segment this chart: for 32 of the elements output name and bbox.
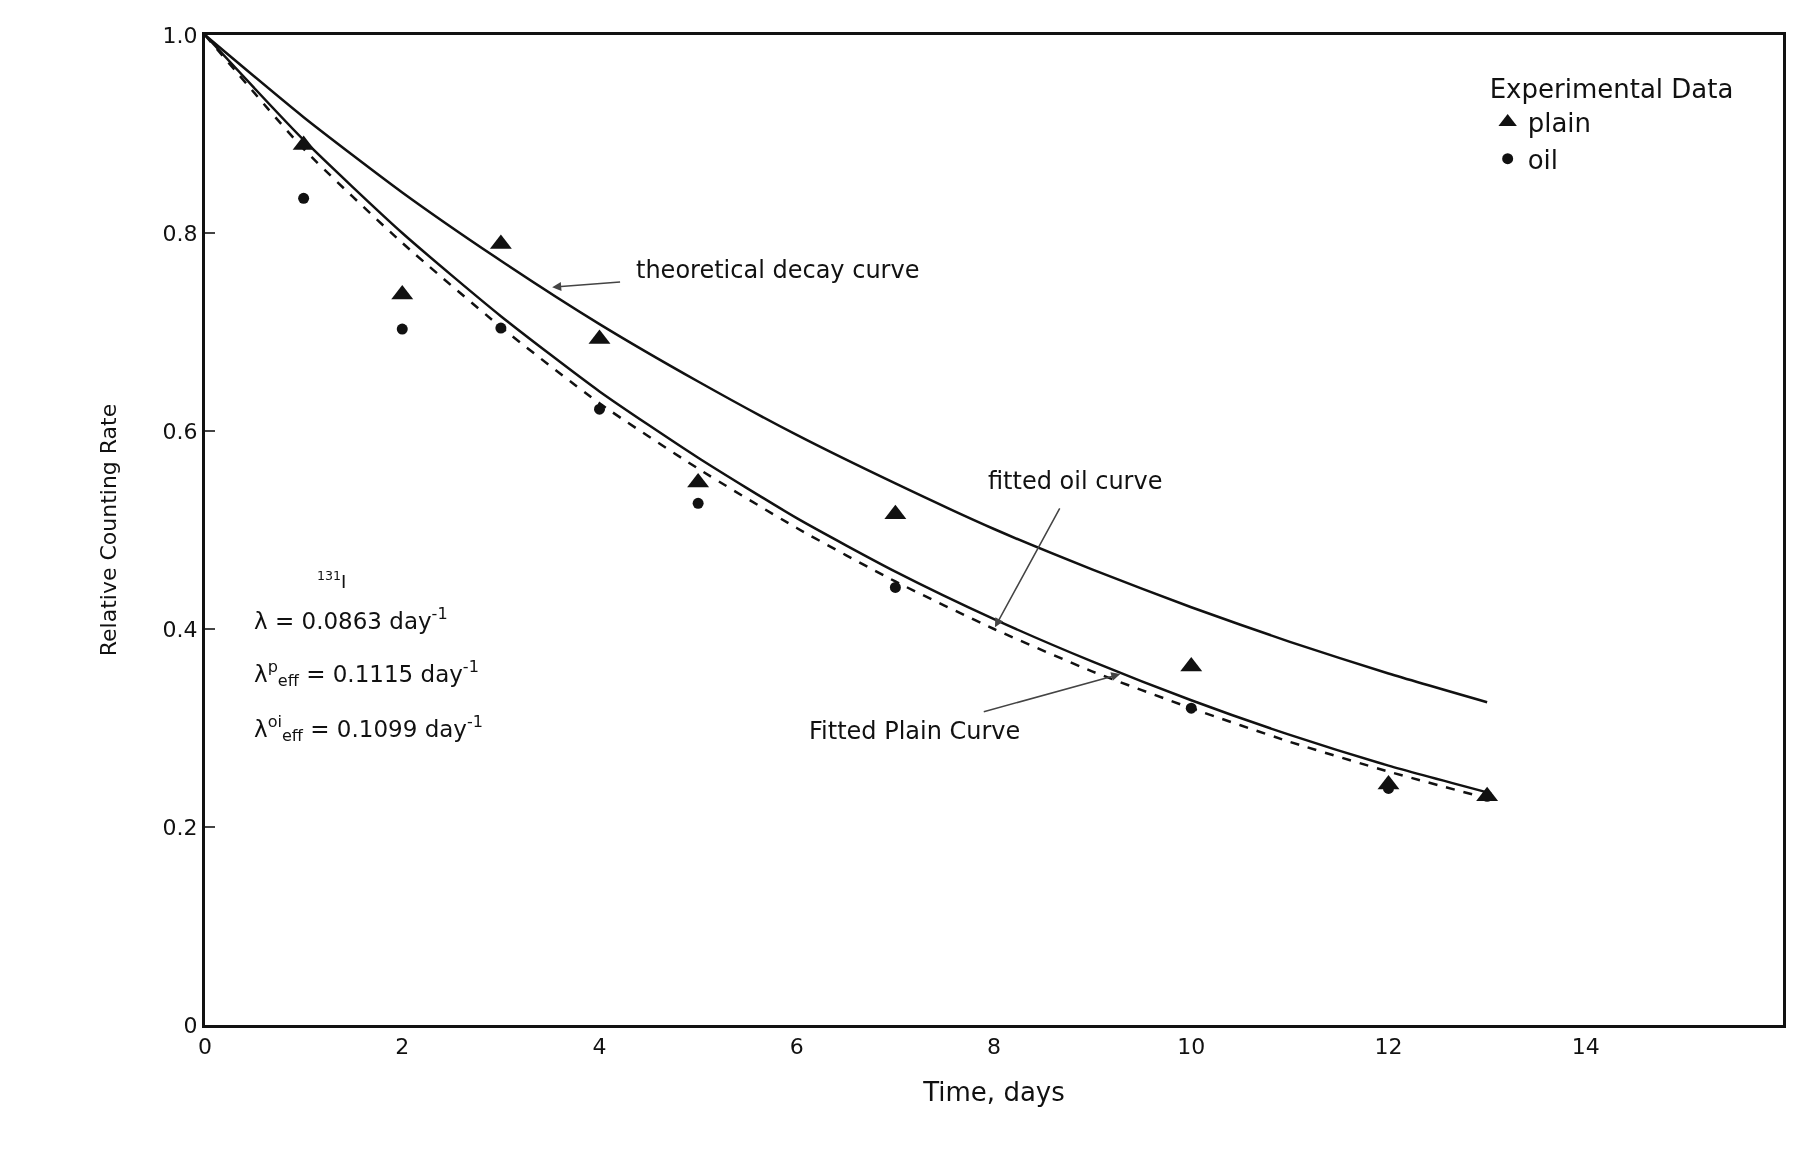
annotation: λ = 0.0863 day$^{-1}$ bbox=[254, 604, 448, 634]
point bbox=[594, 403, 605, 415]
point bbox=[298, 192, 310, 204]
point bbox=[1185, 702, 1197, 714]
legend-label: oil bbox=[1527, 144, 1559, 175]
y-tick-label: 1.0 bbox=[162, 22, 198, 48]
x-tick-label: 6 bbox=[789, 1034, 804, 1060]
annotation: λ$^{p}$$_{eff}$ = 0.1115 day$^{-1}$ bbox=[254, 657, 479, 691]
x-tick-label: 12 bbox=[1374, 1034, 1403, 1060]
x-tick-label: 14 bbox=[1571, 1034, 1600, 1060]
point bbox=[692, 497, 704, 509]
annotation: fitted oil curve bbox=[988, 467, 1163, 495]
y-tick-label: 0.6 bbox=[162, 418, 198, 444]
y-tick-label: 0.8 bbox=[162, 220, 198, 246]
x-tick-label: 10 bbox=[1177, 1034, 1206, 1060]
legend-title: Experimental Data bbox=[1489, 74, 1734, 105]
legend-label: plain bbox=[1527, 108, 1592, 139]
annotation: $^{131}$I bbox=[317, 568, 347, 592]
point bbox=[889, 581, 901, 593]
y-tick-label: 0 bbox=[183, 1012, 198, 1038]
annotation: Fitted Plain Curve bbox=[809, 717, 1021, 745]
point bbox=[495, 322, 507, 334]
annotation: λ$^{oi}$$_{eff}$ = 0.1099 day$^{-1}$ bbox=[254, 712, 483, 746]
y-tick-label: 0.2 bbox=[162, 814, 198, 840]
y-tick-label: 0.4 bbox=[162, 616, 198, 642]
x-tick-label: 8 bbox=[987, 1034, 1001, 1060]
annotation: theoretical decay curve bbox=[636, 256, 920, 284]
x-tick-label: 2 bbox=[395, 1034, 410, 1060]
point bbox=[396, 323, 408, 335]
y-axis-title: Relative Counting Rate bbox=[96, 403, 122, 657]
x-axis-title: Time, days bbox=[922, 1077, 1065, 1108]
x-tick-label: 4 bbox=[592, 1034, 607, 1060]
